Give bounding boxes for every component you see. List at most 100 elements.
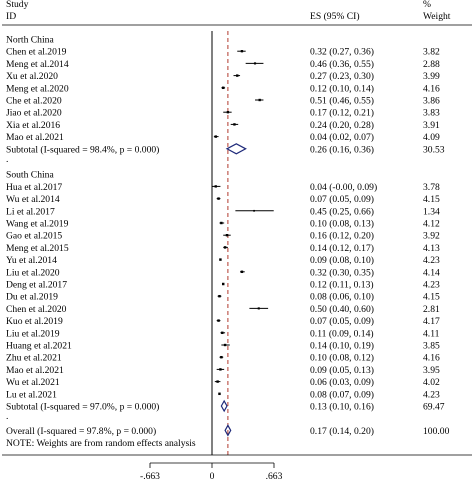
study-ci-text: 0.14 (0.10, 0.19) bbox=[310, 341, 374, 352]
study-weight: 3.92 bbox=[423, 231, 440, 242]
study-weight: 2.81 bbox=[423, 304, 440, 315]
study-id-label: Wang et al.2019 bbox=[6, 219, 69, 230]
pooled-ci-text: 0.26 (0.16, 0.36) bbox=[310, 144, 374, 155]
study-weight: 4.15 bbox=[423, 292, 440, 303]
point-estimate-marker bbox=[220, 221, 223, 225]
study-weight: 3.99 bbox=[423, 71, 440, 82]
overall-label: Overall (I-squared = 97.8%, p = 0.000) bbox=[6, 426, 156, 437]
study-ci-text: 0.04 (-0.00, 0.09) bbox=[310, 182, 377, 193]
study-id-label: Meng et al.2015 bbox=[6, 243, 69, 254]
study-id-label: Xia et al.2016 bbox=[6, 120, 60, 131]
x-axis-tick-label: 0 bbox=[210, 471, 215, 482]
study-weight: 4.23 bbox=[423, 280, 440, 291]
pooled-ci-text: 0.17 (0.14, 0.20) bbox=[310, 426, 374, 437]
point-estimate-marker bbox=[217, 319, 220, 322]
study-ci-text: 0.10 (0.08, 0.12) bbox=[310, 353, 374, 364]
study-id-label: Wu et al.2021 bbox=[6, 377, 60, 388]
study-ci-text: 0.14 (0.12, 0.17) bbox=[310, 243, 374, 254]
study-weight: 3.82 bbox=[423, 47, 440, 58]
study-id-label: Wu et al.2014 bbox=[6, 194, 60, 205]
study-ci-text: 0.08 (0.06, 0.10) bbox=[310, 292, 374, 303]
study-ci-text: 0.10 (0.08, 0.13) bbox=[310, 219, 374, 230]
point-estimate-marker bbox=[214, 135, 217, 138]
study-ci-text: 0.50 (0.40, 0.60) bbox=[310, 304, 374, 315]
study-ci-text: 0.51 (0.46, 0.55) bbox=[310, 96, 374, 107]
point-estimate-marker bbox=[217, 197, 220, 200]
point-estimate-marker bbox=[219, 368, 222, 371]
study-id-label: Du et al.2019 bbox=[6, 292, 58, 303]
study-id-label: Deng et al.2017 bbox=[6, 280, 67, 291]
study-ci-text: 0.32 (0.27, 0.36) bbox=[310, 47, 374, 58]
pooled-weight: 30.53 bbox=[423, 144, 445, 155]
footnote: NOTE: Weights are from random effects an… bbox=[6, 438, 196, 449]
study-weight: 3.95 bbox=[423, 365, 440, 376]
study-weight: 4.16 bbox=[423, 83, 440, 94]
study-weight: 4.02 bbox=[423, 377, 440, 388]
header-percent: % bbox=[423, 0, 431, 10]
group-heading: South China bbox=[6, 170, 54, 181]
study-ci-text: 0.11 (0.09, 0.14) bbox=[310, 328, 374, 339]
study-id-label: Meng et al.2014 bbox=[6, 59, 69, 70]
study-id-label: Li et al.2017 bbox=[6, 206, 55, 217]
study-ci-text: 0.12 (0.11, 0.13) bbox=[310, 280, 374, 291]
group-separator: . bbox=[6, 154, 8, 165]
point-estimate-marker bbox=[222, 86, 225, 90]
header-weight: Weight bbox=[423, 11, 451, 22]
group-separator: . bbox=[6, 411, 8, 422]
study-id-label: Xu et al.2020 bbox=[6, 71, 58, 82]
point-estimate-marker bbox=[253, 62, 257, 65]
study-id-label: Gao et al.2015 bbox=[6, 231, 62, 242]
study-id-label: Chen et al.2020 bbox=[6, 304, 67, 315]
study-weight: 4.15 bbox=[423, 194, 440, 205]
study-weight: 4.12 bbox=[423, 219, 440, 230]
pooled-estimate-diamond bbox=[220, 399, 228, 413]
header-es: ES (95% CI) bbox=[310, 11, 360, 22]
point-estimate-marker bbox=[223, 343, 227, 347]
study-ci-text: 0.46 (0.36, 0.55) bbox=[310, 59, 374, 70]
point-estimate-marker bbox=[219, 258, 222, 261]
study-ci-text: 0.06 (0.03, 0.09) bbox=[310, 377, 374, 388]
study-weight: 2.88 bbox=[423, 59, 440, 70]
x-axis-tick-label: -.663 bbox=[140, 471, 160, 482]
pooled-weight: 100.00 bbox=[423, 426, 450, 437]
study-id-label: Chen et al.2019 bbox=[6, 47, 67, 58]
study-weight: 3.86 bbox=[423, 96, 440, 107]
study-weight: 3.78 bbox=[423, 182, 440, 193]
study-id-label: Zhu et al.2021 bbox=[6, 353, 62, 364]
study-id-label: Jiao et al.2020 bbox=[6, 108, 62, 119]
study-ci-text: 0.07 (0.05, 0.09) bbox=[310, 194, 374, 205]
x-axis-tick-label: .663 bbox=[266, 471, 283, 482]
pooled-ci-text: 0.13 (0.10, 0.16) bbox=[310, 402, 374, 413]
study-id-label: Kuo et al.2019 bbox=[6, 316, 63, 327]
study-weight: 4.23 bbox=[423, 255, 440, 266]
subtotal-label: Subtotal (I-squared = 97.0%, p = 0.000) bbox=[6, 402, 159, 413]
study-ci-text: 0.07 (0.05, 0.09) bbox=[310, 316, 374, 327]
point-estimate-marker bbox=[216, 380, 219, 383]
study-ci-text: 0.12 (0.10, 0.14) bbox=[310, 83, 374, 94]
x-axis: -.663 0 .663 bbox=[140, 462, 283, 482]
study-id-label: Meng et al.2020 bbox=[6, 83, 69, 94]
point-estimate-marker bbox=[226, 111, 230, 114]
pooled-weight: 69.47 bbox=[423, 402, 445, 413]
study-ci-text: 0.32 (0.30, 0.35) bbox=[310, 267, 374, 278]
study-weight: 4.09 bbox=[423, 132, 440, 143]
point-estimate-marker bbox=[214, 185, 217, 188]
study-weight: 1.34 bbox=[423, 206, 440, 217]
point-estimate-marker bbox=[218, 294, 221, 298]
study-weight: 4.14 bbox=[423, 267, 440, 278]
point-estimate-marker bbox=[236, 74, 239, 77]
study-id-label: Che et al.2020 bbox=[6, 96, 62, 107]
study-ci-text: 0.17 (0.12, 0.21) bbox=[310, 108, 374, 119]
point-estimate-marker bbox=[221, 282, 225, 286]
study-weight: 3.85 bbox=[423, 341, 440, 352]
study-ci-text: 0.16 (0.12, 0.20) bbox=[310, 231, 374, 242]
point-estimate-marker bbox=[223, 246, 227, 249]
study-id-label: Lu et al.2021 bbox=[6, 389, 57, 400]
header-id: ID bbox=[6, 11, 16, 22]
point-estimate-marker bbox=[221, 331, 224, 335]
study-weight: 3.91 bbox=[423, 120, 440, 131]
study-ci-text: 0.45 (0.25, 0.66) bbox=[310, 206, 374, 217]
study-id-label: Mao et al.2021 bbox=[6, 365, 64, 376]
